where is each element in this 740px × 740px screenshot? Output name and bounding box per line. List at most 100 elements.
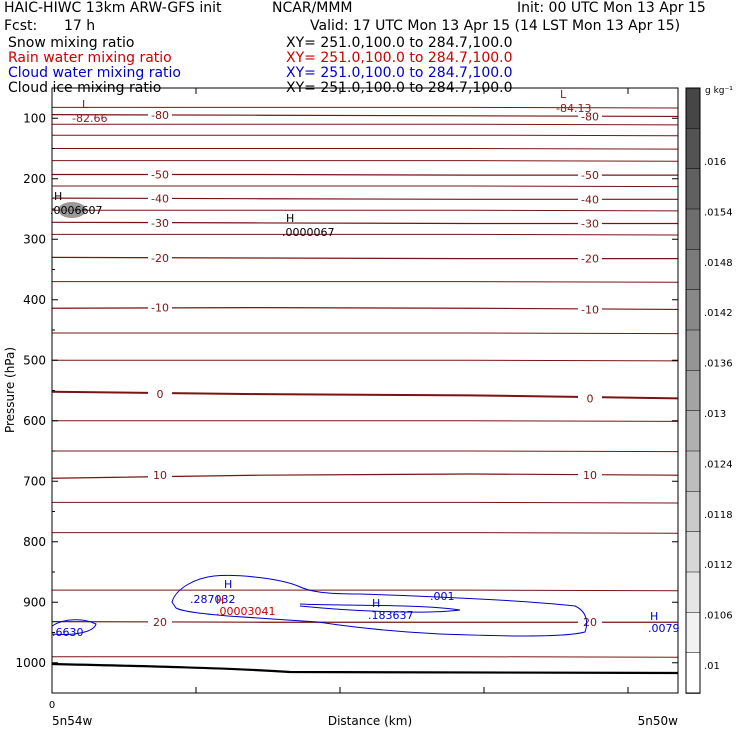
isotherm-line xyxy=(52,233,679,236)
isotherm-line xyxy=(52,532,679,534)
isotherm-label-bg xyxy=(578,252,602,265)
model-title: HAIC-HIWC 13km ARW-GFS init xyxy=(4,0,222,16)
extremum-mark: H xyxy=(54,190,62,203)
isotherm-line xyxy=(52,209,679,212)
y-tick-label: 700 xyxy=(23,474,46,488)
colorbar-label: .0154 xyxy=(704,207,733,218)
extremum-value: .0079 xyxy=(648,622,680,635)
colorbar-bin xyxy=(685,249,701,291)
colorbar-bin xyxy=(685,612,701,654)
x-end-label: 5n50w xyxy=(638,714,679,728)
isotherm-label: -80 xyxy=(151,109,169,122)
colorbar-bin xyxy=(685,571,701,614)
cloud-ice-blob xyxy=(58,202,86,218)
isotherm-label-bg xyxy=(578,217,602,230)
isotherm-label: -50 xyxy=(151,169,169,182)
colorbar-label: .0124 xyxy=(704,459,733,470)
extremum-mark: H xyxy=(372,597,380,610)
isotherm-label: -10 xyxy=(581,303,599,316)
extremum-value: .001 xyxy=(430,590,455,603)
isotherm-label-bg xyxy=(148,192,172,205)
isotherm-label-bg xyxy=(148,252,172,265)
isotherm-line xyxy=(52,359,679,362)
extremum-value: .00003041 xyxy=(216,605,276,618)
colorbar-bin xyxy=(685,652,701,694)
extremum-value: .0006607 xyxy=(50,204,103,217)
extremum-mark: L xyxy=(560,88,567,101)
extremum-value: .0000067 xyxy=(282,226,335,239)
extremum-value: .6630 xyxy=(52,626,84,639)
colorbar-label: .0142 xyxy=(704,308,733,319)
y-tick-label: 900 xyxy=(23,595,46,609)
y-tick-label: 400 xyxy=(23,293,46,307)
colorbar-bin xyxy=(685,168,701,210)
isotherm-label-bg xyxy=(578,303,602,316)
isotherm-label-bg xyxy=(578,169,602,182)
isotherm-line xyxy=(52,332,679,335)
colorbar-label: .0106 xyxy=(704,611,733,622)
y-tick-label: 200 xyxy=(23,172,46,186)
colorbar-bin xyxy=(685,370,701,412)
extremum-value: .287032 xyxy=(190,593,236,606)
isotherm-label: 0 xyxy=(587,392,594,405)
isotherm-label-bg xyxy=(578,392,602,405)
field-name-cloud-water: Cloud water mixing ratio xyxy=(8,65,181,81)
isotherm-label-bg xyxy=(578,616,602,629)
terrain-line xyxy=(51,662,679,675)
isotherm-label: 20 xyxy=(153,616,167,629)
isotherm-label-bg xyxy=(578,110,602,123)
colorbar-bin xyxy=(685,531,701,573)
isotherm-line xyxy=(52,106,679,109)
y-tick-label: 800 xyxy=(23,535,46,549)
isotherm-label: 10 xyxy=(153,469,167,482)
extremum-value: -84.13 xyxy=(556,102,591,115)
isotherm-label-bg xyxy=(148,168,172,181)
isotherm-label: 10 xyxy=(583,469,597,482)
isotherm-label-bg xyxy=(578,469,602,482)
isotherm-line xyxy=(52,123,679,126)
isotherm-line xyxy=(52,656,679,658)
colorbar-label: .0118 xyxy=(704,510,733,521)
y-axis-title: Pressure (hPa) xyxy=(3,347,17,433)
isotherm-label-bg xyxy=(148,301,172,314)
extremum-mark: H xyxy=(224,578,232,591)
colorbar-label: .0136 xyxy=(704,359,733,370)
isotherm-label-bg xyxy=(148,469,172,482)
isotherm-label: -20 xyxy=(151,252,169,265)
isotherm-line xyxy=(52,185,679,188)
extremum-mark: H xyxy=(650,610,658,623)
y-tick-label: 300 xyxy=(23,232,46,246)
colorbar-unit: g kg⁻¹ xyxy=(705,86,733,96)
isotherm-line xyxy=(52,148,679,150)
isotherm-line xyxy=(52,281,679,283)
fcst-label: Fcst: xyxy=(4,18,38,34)
isotherm-label: -80 xyxy=(581,110,599,123)
extremum-mark: H xyxy=(216,594,224,607)
isotherm-line xyxy=(52,501,679,504)
isotherm-label: -30 xyxy=(151,217,169,230)
isotherm-line xyxy=(52,589,679,592)
isotherm-label-bg xyxy=(578,193,602,206)
isotherm-line xyxy=(52,160,679,162)
x-start-label: 5n54w xyxy=(52,714,93,728)
field-name-rain: Rain water mixing ratio xyxy=(8,50,172,66)
isotherm-line xyxy=(52,450,679,453)
colorbar-bin xyxy=(685,208,701,251)
y-tick-label: 1000 xyxy=(15,656,46,670)
extremum-value: -82.66 xyxy=(72,112,107,125)
colorbar-bin xyxy=(685,329,701,372)
isotherm-label-bg xyxy=(148,616,172,629)
init-time: Init: 00 UTC Mon 13 Apr 15 xyxy=(517,0,706,16)
colorbar-bin xyxy=(685,491,701,533)
isotherm-label: -40 xyxy=(581,193,599,206)
isotherm-label: -20 xyxy=(581,253,599,266)
colorbar-label: .0148 xyxy=(704,258,733,269)
isotherm-line xyxy=(52,134,679,137)
colorbar-frame xyxy=(685,87,701,694)
colorbar-label: .016 xyxy=(704,157,726,168)
isotherm-label-bg xyxy=(148,109,172,122)
extremum-mark: L xyxy=(82,98,89,111)
fcst-value: 17 h xyxy=(64,18,96,34)
colorbar-bin xyxy=(685,87,701,130)
